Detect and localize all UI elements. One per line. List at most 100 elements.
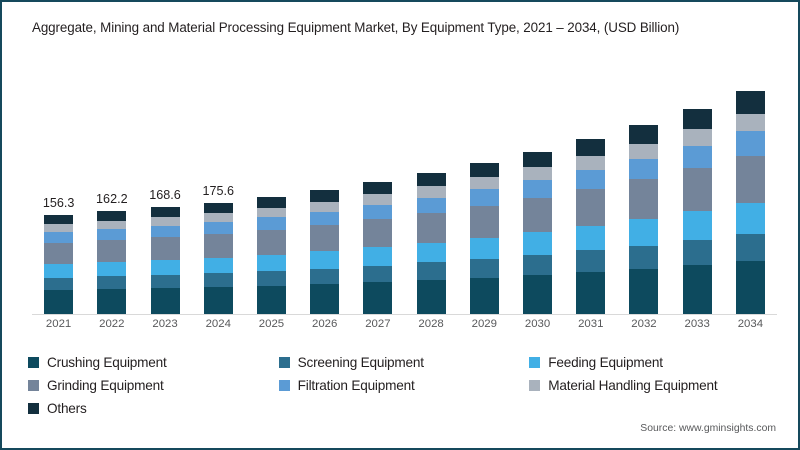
legend-item-label: Feeding Equipment bbox=[548, 355, 663, 370]
bar-segment bbox=[523, 151, 553, 168]
legend-swatch-icon bbox=[28, 380, 39, 391]
bar-stack bbox=[469, 162, 499, 314]
bar-segment bbox=[310, 251, 340, 269]
bar-stack bbox=[523, 151, 553, 314]
x-tick-2021: 2021 bbox=[45, 318, 72, 330]
bar-segment bbox=[682, 168, 712, 212]
bar-segment bbox=[469, 162, 499, 178]
bar-segment bbox=[150, 274, 180, 289]
legend-swatch-icon bbox=[28, 403, 39, 414]
legend-item-grinding-equipment[interactable]: Grinding Equipment bbox=[28, 374, 279, 397]
bar-segment bbox=[523, 232, 553, 255]
legend-swatch-icon bbox=[278, 380, 290, 391]
x-tick-2030: 2030 bbox=[524, 318, 551, 330]
legend-item-feeding-equipment[interactable]: Feeding Equipment bbox=[529, 351, 780, 374]
bar-segment bbox=[256, 285, 286, 314]
bar-segment bbox=[416, 280, 446, 314]
chart-title: Aggregate, Mining and Material Processin… bbox=[32, 20, 680, 35]
x-tick-2026: 2026 bbox=[312, 318, 338, 330]
bar-segment bbox=[44, 277, 74, 290]
legend-item-label: Grinding Equipment bbox=[47, 378, 164, 393]
bar-stack bbox=[735, 91, 765, 314]
bar-segment bbox=[416, 197, 446, 214]
bar-stack: 175.6 bbox=[202, 184, 234, 314]
legend-swatch-icon bbox=[28, 357, 39, 368]
x-tick-2027: 2027 bbox=[365, 318, 391, 330]
bar-segment bbox=[150, 225, 180, 238]
bar-segment bbox=[150, 237, 180, 260]
x-tick-2025: 2025 bbox=[258, 318, 285, 330]
legend-swatch-icon bbox=[529, 380, 541, 391]
bar-segment bbox=[523, 275, 553, 314]
bar-segment bbox=[203, 257, 233, 274]
x-tick-2034: 2034 bbox=[737, 318, 764, 330]
bar-segment bbox=[310, 268, 340, 285]
bar-stack bbox=[416, 173, 446, 314]
bar-segment bbox=[203, 273, 233, 288]
legend-item-label: Material Handling Equipment bbox=[548, 378, 718, 393]
bar-stack bbox=[256, 197, 286, 314]
bar-segment bbox=[576, 225, 606, 251]
x-tick-2031: 2031 bbox=[578, 318, 604, 330]
bar-segment bbox=[735, 202, 765, 234]
bar-segment bbox=[203, 203, 233, 214]
bar-value-label: 162.2 bbox=[96, 192, 128, 207]
legend-item-label: Filtration Equipment bbox=[297, 378, 415, 393]
bar-segment bbox=[576, 272, 606, 314]
bar-segment bbox=[203, 222, 233, 235]
bar-segment bbox=[256, 207, 286, 218]
chart-legend: Crushing Equipment Screening Equipment Fee… bbox=[28, 351, 780, 420]
bar-segment bbox=[523, 167, 553, 181]
bar-segment bbox=[44, 224, 74, 233]
bar-segment bbox=[576, 169, 606, 190]
bar-segment bbox=[629, 143, 659, 159]
bar-segment bbox=[363, 181, 393, 195]
bar-segment bbox=[629, 245, 659, 269]
bar-segment bbox=[363, 282, 393, 314]
bar-segment bbox=[97, 289, 127, 314]
legend-item-others[interactable]: Others bbox=[28, 397, 279, 420]
bar-segment bbox=[682, 239, 712, 266]
bar-segment bbox=[469, 237, 499, 259]
bar-segment bbox=[310, 211, 340, 226]
bar-segment bbox=[97, 276, 127, 290]
bar-segment bbox=[203, 234, 233, 258]
bar-segment bbox=[44, 263, 74, 278]
legend-swatch-icon bbox=[529, 357, 541, 368]
x-tick-2024: 2024 bbox=[205, 318, 231, 330]
bar-segment bbox=[416, 173, 446, 187]
x-tick-2033: 2033 bbox=[684, 318, 710, 330]
bar-segment bbox=[682, 145, 712, 169]
bar-segment bbox=[97, 229, 127, 241]
bar-stack bbox=[629, 124, 659, 314]
bar-stack: 162.2 bbox=[96, 192, 128, 314]
legend-item-filtration-equipment[interactable]: Filtration Equipment bbox=[278, 374, 530, 397]
legend-item-crushing-equipment[interactable]: Crushing Equipment bbox=[28, 351, 279, 374]
legend-item-material-handling-equipment[interactable]: Material Handling Equipment bbox=[529, 374, 780, 397]
bar-segment bbox=[735, 233, 765, 262]
legend-item-screening-equipment[interactable]: Screening Equipment bbox=[278, 351, 530, 374]
bar-segment bbox=[682, 109, 712, 130]
legend-item-label: Screening Equipment bbox=[297, 355, 424, 370]
x-axis-tick-labels: 2021 2022 2023 2024 2025 2026 2027 2028 2029 2030… bbox=[32, 318, 777, 338]
bar-segment bbox=[310, 225, 340, 252]
bar-segment bbox=[97, 211, 127, 221]
x-tick-2028: 2028 bbox=[418, 318, 444, 330]
bar-segment bbox=[44, 232, 74, 243]
bar-segment bbox=[416, 186, 446, 198]
bar-segment bbox=[363, 219, 393, 248]
bar-segment bbox=[256, 254, 286, 272]
plot-area: 156.3 162.2 168.6 175.6 bbox=[32, 62, 777, 315]
bar-segment bbox=[629, 158, 659, 180]
bar-segment bbox=[363, 265, 393, 283]
bar-segment bbox=[735, 261, 765, 314]
legend-swatch-icon bbox=[278, 357, 290, 368]
bar-segment bbox=[256, 197, 286, 208]
bar-segment bbox=[256, 271, 286, 286]
bar-segment bbox=[416, 262, 446, 281]
bar-segment bbox=[576, 189, 606, 226]
bar-segment bbox=[469, 177, 499, 190]
bar-segment bbox=[523, 254, 553, 276]
bar-segment bbox=[735, 113, 765, 132]
